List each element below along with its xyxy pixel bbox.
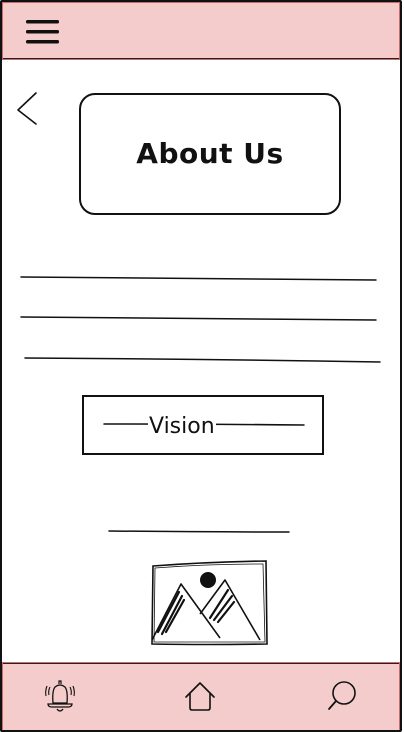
image-placeholder-icon: [146, 558, 272, 650]
text-placeholder-lines: [20, 276, 381, 363]
home-icon[interactable]: [178, 674, 222, 718]
vision-label: Vision: [148, 414, 216, 439]
top-app-bar: [2, 2, 400, 60]
bell-icon[interactable]: [38, 674, 82, 718]
text-line-2: [20, 316, 377, 321]
text-line-1: [20, 276, 377, 281]
search-icon[interactable]: [320, 674, 364, 718]
hamburger-menu-icon[interactable]: [26, 18, 62, 46]
section-divider-line: [108, 530, 290, 533]
text-line-3: [24, 357, 381, 363]
bottom-nav-bar: [2, 662, 400, 730]
vision-section-button[interactable]: Vision: [82, 395, 324, 455]
chevron-left-icon[interactable]: [14, 90, 42, 130]
page-title-card: About Us: [79, 93, 341, 215]
page-title: About Us: [136, 136, 284, 170]
